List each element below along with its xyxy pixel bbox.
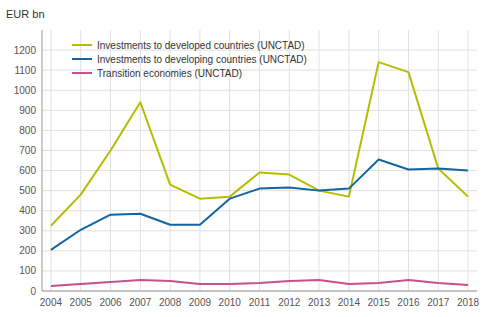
lines — [51, 62, 468, 286]
x-grid-line — [468, 30, 469, 291]
x-tick-label: 2012 — [278, 297, 301, 308]
legend-label: Investments to developing countries (UNC… — [97, 54, 307, 65]
x-axis-line — [42, 291, 477, 292]
x-grid-line — [50, 30, 51, 291]
y-axis-line — [42, 30, 43, 291]
x-tick-label: 2010 — [219, 297, 242, 308]
x-grid-line — [408, 30, 409, 291]
legend-item: Investments to developing countries (UNC… — [72, 54, 307, 65]
series-line — [51, 62, 468, 226]
x-tick-label: 2009 — [189, 297, 212, 308]
x-tick-label: 2014 — [338, 297, 361, 308]
y-tick-label: 800 — [19, 125, 36, 136]
series-line — [51, 280, 468, 286]
y-tick-label: 0 — [30, 286, 36, 297]
y-tick-label: 1000 — [14, 85, 37, 96]
legend-item: Investments to developed countries (UNCT… — [72, 40, 305, 51]
legend: Investments to developed countries (UNCT… — [72, 40, 307, 79]
grid — [42, 30, 477, 291]
y-tick-label: 1100 — [14, 65, 36, 76]
y-tick-label: 400 — [19, 205, 36, 216]
y-tick-label: 500 — [19, 185, 36, 196]
legend-swatch — [72, 72, 92, 74]
x-tick-label: 2013 — [308, 297, 331, 308]
y-tick-label: 900 — [19, 105, 36, 116]
x-tick-label: 2006 — [99, 297, 122, 308]
x-tick-label: 2016 — [397, 297, 420, 308]
y-tick-label: 200 — [19, 245, 36, 256]
x-tick-label: 2005 — [70, 297, 93, 308]
legend-label: Transition economies (UNCTAD) — [97, 68, 242, 79]
legend-swatch — [72, 58, 92, 60]
x-tick-label: 2004 — [40, 297, 63, 308]
x-tick-label: 2018 — [457, 297, 480, 308]
x-grid-line — [80, 30, 81, 291]
y-tick-label: 700 — [19, 145, 36, 156]
y-tick-label: 1200 — [14, 45, 37, 56]
y-axis-label: EUR bn — [6, 8, 45, 20]
legend-swatch — [72, 44, 92, 46]
chart: 0 100 200 300 400 500 600 700 800 900 1000 1100 1200… — [0, 0, 491, 317]
x-grid-line — [319, 30, 320, 291]
x-tick-label: 2017 — [427, 297, 450, 308]
legend-label: Investments to developed countries (UNCT… — [97, 40, 305, 51]
x-grid-line — [289, 30, 290, 291]
legend-item: Transition economies (UNCTAD) — [72, 68, 242, 79]
y-tick-label: 100 — [19, 265, 36, 276]
x-tick-label: 2008 — [159, 297, 182, 308]
x-grid-line — [348, 30, 349, 291]
x-grid-line — [438, 30, 439, 291]
x-grid-line — [259, 30, 260, 291]
y-tick-label: 300 — [19, 225, 36, 236]
series-line — [51, 160, 468, 250]
y-tick-label: 600 — [19, 165, 36, 176]
x-tick-label: 2007 — [129, 297, 152, 308]
x-tick-label: 2015 — [368, 297, 391, 308]
y-grid-line — [42, 291, 477, 292]
x-tick-label: 2011 — [249, 297, 271, 308]
